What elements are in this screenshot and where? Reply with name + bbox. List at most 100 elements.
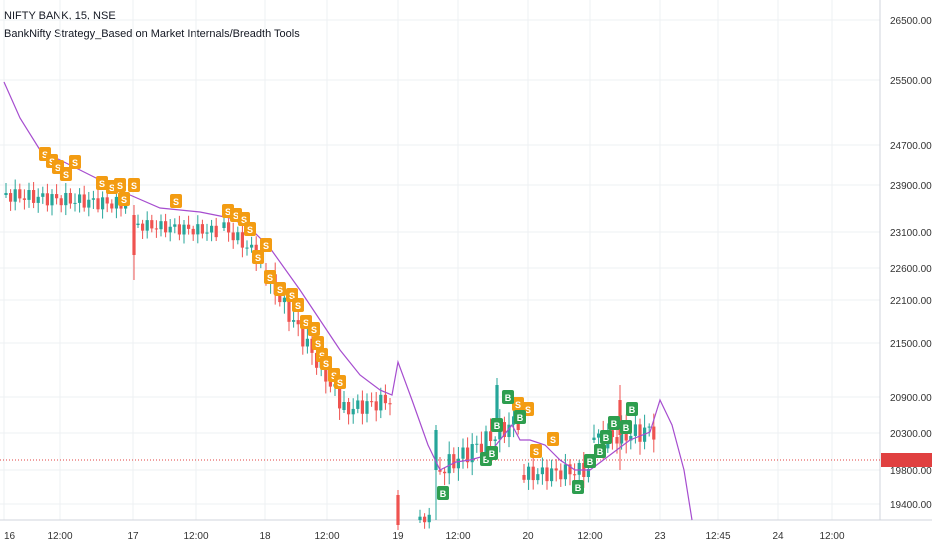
candle-body (191, 228, 195, 235)
candle-body (507, 424, 511, 438)
candle-body (227, 222, 231, 233)
candle-body (301, 324, 305, 347)
candle-body (461, 447, 465, 459)
marker-badge (491, 418, 503, 432)
y-tick-label: 20900.00 (890, 393, 932, 404)
x-tick-label: 23 (654, 531, 666, 542)
marker-badge (584, 454, 596, 468)
marker-label: B (611, 419, 618, 429)
x-tick-label: 12:00 (47, 531, 72, 542)
buy-marker: B (608, 416, 620, 430)
marker-label: S (241, 215, 247, 225)
candle-body (245, 247, 249, 249)
candle-body (328, 381, 332, 387)
candle-body (550, 468, 554, 482)
marker-badge (118, 192, 130, 206)
buy-marker: B (620, 420, 632, 434)
candle-body (493, 439, 497, 442)
candle-body (427, 514, 431, 523)
candle-body (484, 431, 488, 453)
candle-body (360, 400, 364, 414)
marker-label: S (233, 211, 239, 221)
candle-body (187, 224, 191, 229)
buy-marker: B (600, 430, 612, 444)
candle-body (13, 189, 17, 202)
marker-label: S (117, 181, 123, 191)
x-tick-label: 19 (392, 531, 404, 542)
sell-marker: S (118, 192, 130, 206)
candle-body (443, 471, 447, 474)
buy-marker: B (491, 418, 503, 432)
candle-body (132, 215, 136, 255)
candle-body (423, 516, 427, 523)
candle-body (456, 458, 460, 469)
marker-badge (437, 486, 449, 500)
candle-body (173, 224, 177, 227)
candle-body (205, 232, 209, 234)
candle-body (470, 444, 474, 463)
candle-body (351, 408, 355, 415)
candle-body (305, 338, 309, 347)
marker-label: S (277, 285, 283, 295)
candle-body (379, 394, 383, 411)
buy-marker: B (502, 390, 514, 404)
candle-body (145, 220, 149, 231)
candle-body (250, 244, 254, 248)
marker-badge (252, 250, 264, 264)
marker-label: B (629, 405, 636, 415)
marker-badge (320, 356, 332, 370)
candle-body (438, 470, 442, 472)
marker-label: S (247, 225, 253, 235)
candle-body (638, 424, 642, 442)
marker-label: S (315, 339, 321, 349)
sell-marker: S (308, 322, 320, 336)
candle-body (73, 202, 77, 204)
marker-label: S (42, 150, 48, 160)
marker-label: S (255, 253, 261, 263)
marker-badge (620, 420, 632, 434)
sell-marker: S (292, 298, 304, 312)
sell-marker: S (96, 176, 108, 190)
marker-badge (308, 322, 320, 336)
candle-body (32, 190, 36, 203)
sell-marker: S (320, 356, 332, 370)
candle-body (240, 232, 244, 248)
candle-body (292, 320, 296, 322)
marker-label: B (505, 393, 512, 403)
marker-label: B (603, 433, 610, 443)
marker-label: S (173, 197, 179, 207)
candle-body (9, 193, 13, 202)
buy-marker: B (626, 402, 638, 416)
x-tick-label: 17 (127, 531, 139, 542)
candle-body (652, 426, 656, 440)
marker-label: B (440, 489, 447, 499)
candle-body (559, 470, 563, 480)
candle-body (356, 400, 360, 409)
marker-badge (128, 178, 140, 192)
marker-badge (334, 375, 346, 389)
candle-body (214, 225, 218, 238)
candle-body (489, 431, 493, 442)
marker-badge (312, 336, 324, 350)
candle-body (347, 402, 351, 415)
candle-body (236, 232, 240, 241)
candle-body (200, 224, 204, 234)
candle-body (370, 401, 374, 403)
y-tick-label: 22600.00 (890, 264, 932, 275)
candle-body (418, 516, 422, 520)
sell-marker: S (264, 270, 276, 284)
x-tick-label: 12:45 (705, 531, 730, 542)
buy-marker: B (594, 444, 606, 458)
marker-badge (264, 270, 276, 284)
candle-body (597, 433, 601, 438)
candle-body (447, 454, 451, 474)
marker-label: B (494, 421, 501, 431)
candle-body (554, 468, 558, 471)
candle-body (110, 203, 114, 209)
strategy-line (3, 81, 693, 521)
candle-body (150, 220, 154, 229)
sell-marker: S (312, 336, 324, 350)
candle-body (647, 426, 651, 428)
